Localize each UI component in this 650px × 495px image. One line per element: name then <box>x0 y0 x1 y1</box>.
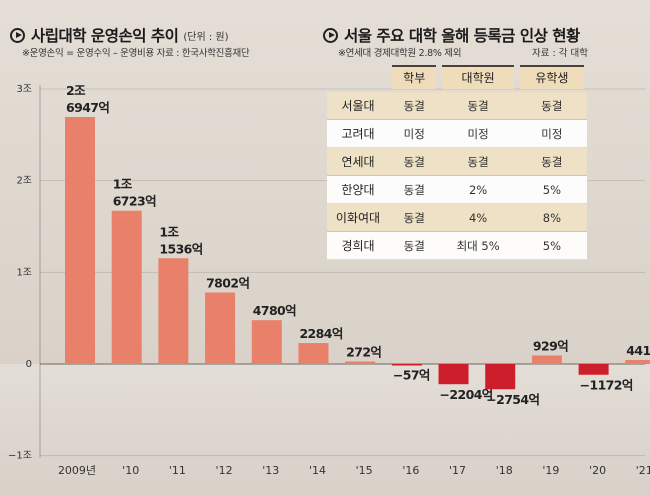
table-cell: 동결 <box>389 147 440 176</box>
y-tick-label: 0 <box>26 359 32 370</box>
table-cell: 4% <box>439 203 517 232</box>
y-tick-label: 3조 <box>16 84 32 95</box>
x-tick-label: '11 <box>169 464 186 477</box>
x-tick-label: '12 <box>216 464 233 477</box>
table-note: ※연세대 경제대학원 2.8% 제외 <box>338 48 462 59</box>
bar <box>298 343 329 364</box>
data-label: 1조 <box>159 224 179 239</box>
x-tick-label: 2009년 <box>58 464 96 477</box>
y-tick-label: 1조 <box>16 267 32 278</box>
bar <box>485 364 516 390</box>
table-header: 학부 <box>389 64 439 92</box>
table-cell: 5% <box>516 231 587 260</box>
x-tick-label: '20 <box>589 464 606 477</box>
bar <box>625 359 650 364</box>
chart-title: 사립대학 운영손익 추이 <box>31 27 179 45</box>
lower-background-band <box>0 364 650 495</box>
table-cell: 동결 <box>389 231 440 260</box>
table-cell: 미정 <box>389 119 440 148</box>
bar <box>578 364 609 375</box>
table-cell: 동결 <box>389 203 440 232</box>
x-tick-label: '13 <box>262 464 279 477</box>
data-label: 2조 <box>66 83 86 98</box>
table-cell: 5% <box>516 175 587 204</box>
data-label: −1172억 <box>580 378 633 393</box>
bar <box>205 292 236 364</box>
x-tick-label: '15 <box>356 464 373 477</box>
table-cell: 동결 <box>439 147 517 176</box>
data-label: 929억 <box>533 338 568 353</box>
table-row: 서울대 동결 동결 동결 <box>327 92 587 120</box>
table-header: 대학원 <box>439 64 516 92</box>
row-school: 경희대 <box>327 231 389 260</box>
table-cell: 8% <box>516 203 587 232</box>
x-tick-label: '17 <box>449 464 466 477</box>
bar <box>158 258 189 364</box>
bar <box>251 320 282 364</box>
y-tick-label: −1조 <box>8 451 32 462</box>
data-label: 1조 <box>113 177 133 192</box>
table-header: 유학생 <box>517 64 587 92</box>
table-cell: 미정 <box>516 119 587 148</box>
data-label: 1536억 <box>159 241 202 256</box>
row-school: 한양대 <box>327 175 389 204</box>
table-cell: 동결 <box>516 147 587 176</box>
chart-note: ※운영손익 = 운영수익 – 운영비용 자료 : 한국사학진흥재단 <box>22 48 250 59</box>
table-row: 경희대 동결 최대 5% 5% <box>327 231 587 260</box>
data-label: 2284억 <box>299 326 342 341</box>
data-label: −2204억 <box>440 387 493 402</box>
play-circle-icon <box>10 27 25 43</box>
play-circle-icon <box>323 27 338 43</box>
table-cell: 동결 <box>439 92 517 120</box>
tuition-table: 학부 대학원 유학생 서울대 동결 동결 동결 고려대 미정 미정 미정 연세대… <box>327 64 587 260</box>
data-label: 441억 <box>626 343 650 358</box>
y-tick-label: 2조 <box>16 176 32 187</box>
table-cell: 동결 <box>516 92 587 120</box>
x-tick-label: '19 <box>542 464 559 477</box>
data-label: 4780억 <box>253 303 296 318</box>
bar <box>345 361 376 364</box>
x-tick-label: '18 <box>496 464 513 477</box>
table-header-row: 학부 대학원 유학생 <box>327 64 587 92</box>
bar <box>391 364 422 366</box>
table-cell: 동결 <box>389 92 440 120</box>
bar <box>65 116 95 364</box>
table-cell: 미정 <box>439 119 517 148</box>
bar <box>531 355 562 364</box>
x-tick-label: '16 <box>402 464 419 477</box>
table-cell: 2% <box>439 175 517 204</box>
data-label: 7802억 <box>206 275 249 290</box>
chart-unit: (단위 : 원) <box>183 31 229 43</box>
row-school: 연세대 <box>327 147 389 176</box>
right-title-row: 서울 주요 대학 올해 등록금 인상 현황 <box>323 24 580 46</box>
data-label: −2754억 <box>486 392 539 407</box>
bar <box>438 364 469 385</box>
data-label: 272억 <box>346 345 381 360</box>
table-row: 한양대 동결 2% 5% <box>327 175 587 204</box>
x-tick-label: '21 <box>636 464 650 477</box>
table-row: 이화여대 동결 4% 8% <box>327 203 587 232</box>
table-title: 서울 주요 대학 올해 등록금 인상 현황 <box>344 27 580 45</box>
data-label: −57억 <box>393 368 430 383</box>
table-corner <box>327 64 389 92</box>
row-school: 고려대 <box>327 119 389 148</box>
table-cell: 동결 <box>389 175 440 204</box>
row-school: 이화여대 <box>327 203 389 232</box>
table-source: 자료 : 각 대학 <box>532 48 588 59</box>
table-cell: 최대 5% <box>439 231 517 260</box>
x-tick-label: '10 <box>122 464 139 477</box>
left-title-row: 사립대학 운영손익 추이 (단위 : 원) <box>10 24 229 46</box>
row-school: 서울대 <box>327 92 389 120</box>
data-label: 6723억 <box>113 194 156 209</box>
data-label: 6947억 <box>66 100 109 115</box>
table-row: 고려대 미정 미정 미정 <box>327 119 587 148</box>
bar <box>111 210 142 364</box>
x-tick-label: '14 <box>309 464 326 477</box>
table-row: 연세대 동결 동결 동결 <box>327 147 587 176</box>
